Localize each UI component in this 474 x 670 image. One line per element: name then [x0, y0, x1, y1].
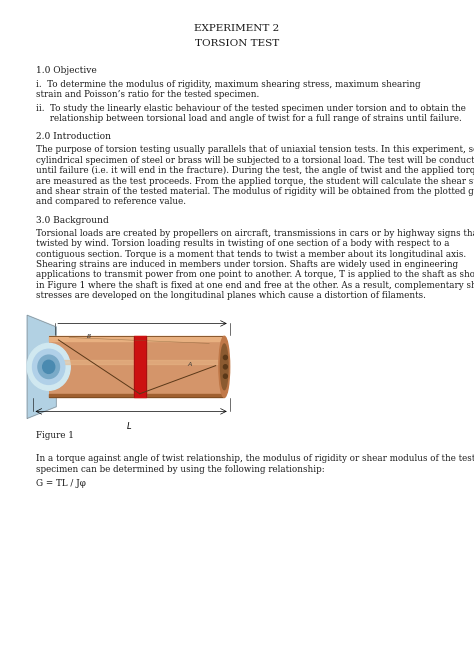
Text: 2.0 Introduction: 2.0 Introduction [36, 132, 110, 141]
Ellipse shape [219, 336, 230, 397]
Bar [49, 336, 224, 397]
Text: 3.0 Background: 3.0 Background [36, 216, 108, 224]
Text: specimen can be determined by using the following relationship:: specimen can be determined by using the … [36, 464, 324, 474]
Text: relationship between torsional load and angle of twist for a full range of strai: relationship between torsional load and … [36, 114, 461, 123]
Text: i.  To determine the modulus of rigidity, maximum shearing stress, maximum shear: i. To determine the modulus of rigidity,… [36, 80, 420, 89]
Text: G = TL / Jφ: G = TL / Jφ [36, 479, 85, 488]
Circle shape [38, 355, 59, 379]
Text: ii.  To study the linearly elastic behaviour of the tested specimen under torsio: ii. To study the linearly elastic behavi… [36, 103, 465, 113]
Ellipse shape [220, 344, 228, 390]
Text: The purpose of torsion testing usually parallels that of uniaxial tension tests.: The purpose of torsion testing usually p… [36, 145, 474, 154]
Text: are measured as the test proceeds. From the applied torque, the student will cal: are measured as the test proceeds. From … [36, 176, 474, 186]
Text: strain and Poisson’s ratio for the tested specimen.: strain and Poisson’s ratio for the teste… [36, 90, 259, 99]
Circle shape [33, 349, 65, 385]
Text: B: B [86, 334, 91, 338]
Text: cylindrical specimen of steel or brass will be subjected to a torsional load. Th: cylindrical specimen of steel or brass w… [36, 155, 474, 165]
Text: EXPERIMENT 2: EXPERIMENT 2 [194, 24, 280, 33]
Text: applications to transmit power from one point to another. A torque, T is applied: applications to transmit power from one … [36, 270, 474, 279]
Circle shape [223, 364, 228, 369]
Circle shape [223, 355, 228, 360]
Circle shape [223, 374, 228, 379]
Circle shape [27, 343, 70, 390]
Text: twisted by wind. Torsion loading results in twisting of one section of a body wi: twisted by wind. Torsion loading results… [36, 239, 449, 248]
Text: 1.0 Objective: 1.0 Objective [36, 66, 96, 74]
Text: Torsional loads are created by propellers on aircraft, transmissions in cars or : Torsional loads are created by propeller… [36, 228, 474, 238]
Text: Figure 1: Figure 1 [36, 431, 73, 440]
Text: TORSION TEST: TORSION TEST [195, 39, 279, 48]
Text: until failure (i.e. it will end in the fracture). During the test, the angle of : until failure (i.e. it will end in the f… [36, 166, 474, 176]
Text: Shearing strains are induced in members under torsion. Shafts are widely used in: Shearing strains are induced in members … [36, 260, 458, 269]
Polygon shape [27, 315, 56, 418]
Text: in Figure 1 where the shaft is fixed at one end and free at the other. As a resu: in Figure 1 where the shaft is fixed at … [36, 281, 474, 289]
Text: stresses are developed on the longitudinal planes which cause a distortion of fi: stresses are developed on the longitudin… [36, 291, 426, 300]
Text: In a torque against angle of twist relationship, the modulus of rigidity or shea: In a torque against angle of twist relat… [36, 454, 474, 463]
Text: and compared to reference value.: and compared to reference value. [36, 197, 185, 206]
Text: L: L [127, 422, 132, 431]
Text: and shear strain of the tested material. The modulus of rigidity will be obtaine: and shear strain of the tested material.… [36, 187, 474, 196]
Text: A: A [188, 362, 192, 366]
Text: contiguous section. Torque is a moment that tends to twist a member about its lo: contiguous section. Torque is a moment t… [36, 249, 465, 259]
Circle shape [43, 360, 55, 373]
